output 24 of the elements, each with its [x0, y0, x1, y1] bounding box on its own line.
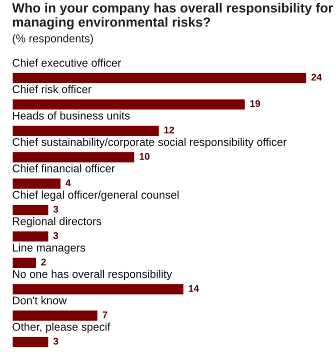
data-label: 19 — [250, 100, 260, 108]
data-label: 4 — [66, 179, 71, 186]
y-tick-label: Chief legal officer/general counsel — [12, 190, 179, 201]
y-tick-label: Chief executive officer — [12, 58, 122, 67]
data-label: 3 — [53, 338, 58, 345]
chart-title: Who in your company has overall responsibility for managing environmental risks? — [12, 2, 334, 30]
y-tick-label: Chief sustainability/corporate social responsibility officer — [12, 138, 287, 148]
data-label: 12 — [164, 126, 174, 134]
y-tick-label: Other, please specif — [12, 322, 110, 333]
data-label: 10 — [140, 152, 150, 160]
y-tick-label: Don't know — [13, 296, 67, 304]
data-label: 3 — [53, 232, 58, 240]
data-label: 2 — [41, 258, 46, 266]
data-label: 3 — [53, 206, 58, 213]
y-tick-label: Chief risk officer — [12, 85, 92, 94]
y-tick-label: No one has overall responsibility — [13, 270, 172, 280]
y-tick-label: Chief financial officer — [12, 164, 115, 172]
chart-subtitle: (% respondents) — [12, 34, 93, 45]
y-tick-label: Heads of business units — [13, 111, 130, 120]
y-tick-label: Line managers — [13, 243, 86, 254]
y-tick-label: Regional directors — [13, 217, 102, 228]
data-label: 7 — [102, 311, 108, 318]
data-label: 14 — [188, 285, 199, 292]
data-label: 24 — [311, 74, 322, 81]
